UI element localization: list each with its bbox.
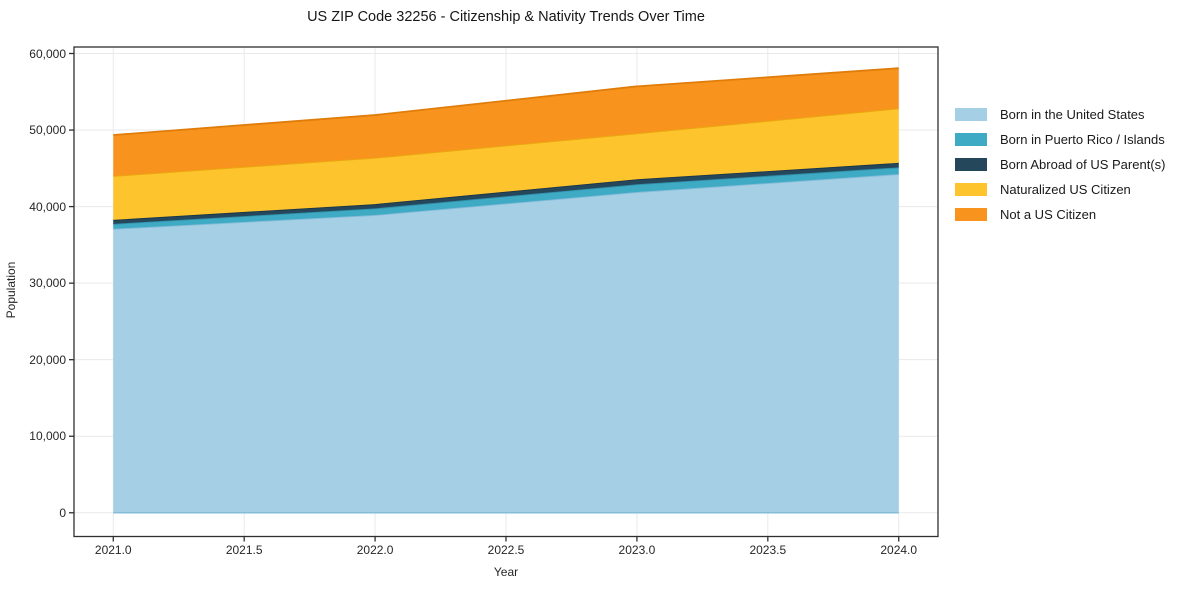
legend: Born in the United States Born in Puerto … (955, 102, 1165, 227)
area-band-0 (113, 174, 899, 513)
area-band-3 (113, 108, 899, 220)
x-tick-label: 2022.0 (356, 543, 394, 557)
legend-label: Not a US Citizen (1000, 207, 1097, 222)
legend-swatch (955, 208, 987, 221)
legend-label: Born Abroad of US Parent(s) (1000, 157, 1166, 172)
area-band-4 (113, 68, 899, 176)
x-tick-label: 2022.5 (487, 543, 525, 557)
legend-label: Born in Puerto Rico / Islands (1000, 132, 1165, 147)
legend-label: Born in the United States (1000, 107, 1145, 122)
y-tick-label: 40,000 (29, 199, 66, 214)
x-tick-label: 2024.0 (880, 543, 918, 557)
axes-spines-ticks (69, 46, 939, 542)
x-axis-title: Year (493, 565, 519, 579)
legend-item: Naturalized US Citizen (955, 177, 1165, 202)
stacked-areas (113, 67, 899, 514)
y-tick-label: 50,000 (29, 123, 66, 138)
legend-item: Born Abroad of US Parent(s) (955, 152, 1165, 177)
legend-swatch (955, 133, 987, 146)
chart-title: US ZIP Code 32256 - Citizenship & Nativi… (307, 9, 705, 25)
y-tick-label: 10,000 (29, 429, 66, 444)
x-tick-label: 2021.0 (94, 543, 132, 557)
area-band-1 (113, 167, 899, 229)
y-tick-label: 0 (59, 505, 66, 520)
y-tick-label: 20,000 (29, 352, 66, 367)
legend-item: Born in Puerto Rico / Islands (955, 127, 1165, 152)
x-tick-label: 2021.5 (225, 543, 263, 557)
x-tick-label: 2023.0 (618, 543, 656, 557)
legend-item: Born in the United States (955, 102, 1165, 127)
legend-swatch (955, 108, 987, 121)
x-tick-label: 2023.5 (749, 543, 787, 557)
legend-swatch (955, 158, 987, 171)
y-tick-label: 60,000 (29, 46, 66, 61)
y-axis-title: Population (4, 261, 18, 319)
area-edge-4 (113, 67, 899, 136)
legend-item: Not a US Citizen (955, 202, 1165, 227)
legend-label: Naturalized US Citizen (1000, 182, 1131, 197)
legend-swatch (955, 183, 987, 196)
y-tick-label: 30,000 (29, 276, 66, 291)
